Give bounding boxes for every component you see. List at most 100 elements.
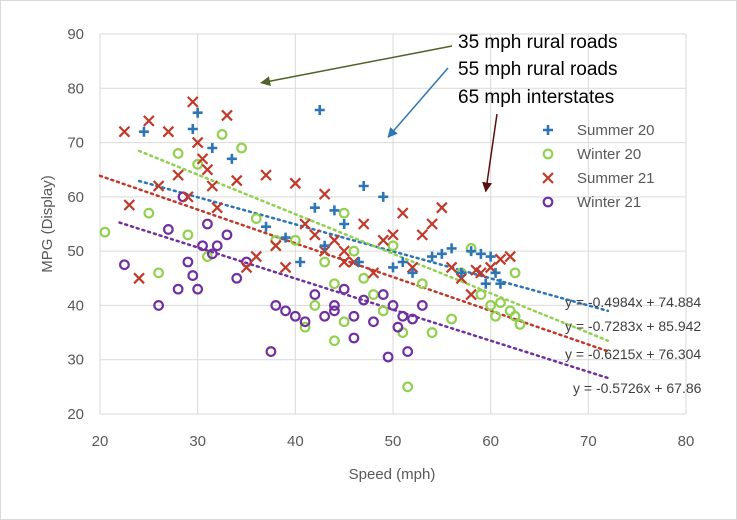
data-point	[402, 346, 414, 357]
data-point	[397, 310, 409, 322]
x-tick-label: 20	[92, 433, 109, 450]
legend: Summer 20 Winter 20 Summer 21 Winter 21	[542, 122, 655, 211]
data-point	[446, 313, 458, 325]
data-point	[211, 240, 223, 252]
data-point	[270, 300, 282, 311]
trendlines	[98, 149, 610, 380]
trendline-equation: y = -0.7283x + 85.942	[565, 318, 701, 334]
x-tick-label: 70	[580, 433, 597, 450]
data-point	[378, 191, 389, 202]
data-point	[207, 143, 218, 153]
legend-label: Winter 21	[577, 194, 641, 211]
data-point	[270, 239, 282, 252]
data-point	[490, 267, 501, 278]
data-point	[339, 219, 350, 229]
data-point	[353, 257, 364, 267]
trendline	[118, 221, 610, 380]
data-point	[182, 256, 194, 268]
data-point	[118, 125, 131, 138]
data-point	[338, 256, 350, 268]
y-tick-label: 40	[67, 297, 84, 314]
y-tick-label: 80	[67, 80, 84, 97]
data-point	[221, 109, 233, 122]
data-point	[250, 250, 263, 263]
data-point	[348, 310, 360, 322]
data-point	[455, 272, 468, 285]
y-axis-title: MPG (Display)	[39, 175, 56, 273]
data-point	[426, 327, 438, 338]
data-point	[309, 300, 321, 311]
data-point	[338, 207, 350, 219]
annotation-arrow	[482, 113, 498, 193]
data-point	[368, 316, 379, 328]
data-point	[172, 169, 184, 181]
data-point	[456, 267, 467, 278]
data-point	[387, 300, 399, 311]
data-point	[387, 240, 399, 252]
data-point	[509, 267, 521, 279]
data-point	[299, 316, 311, 328]
data-point	[387, 229, 399, 241]
data-point	[216, 129, 228, 140]
data-point	[348, 245, 360, 257]
data-point	[299, 321, 311, 333]
legend-label: Summer 20	[577, 122, 655, 139]
data-point	[123, 199, 136, 211]
data-point	[338, 245, 350, 257]
data-point	[230, 174, 243, 187]
data-point	[295, 257, 306, 267]
data-point	[192, 283, 204, 295]
x-tick-label: 80	[678, 433, 695, 450]
data-point	[475, 289, 487, 300]
data-point	[119, 259, 130, 271]
data-point	[182, 191, 194, 203]
data-point	[495, 278, 506, 289]
data-point	[319, 240, 330, 251]
data-point	[357, 218, 370, 230]
data-point	[138, 126, 149, 137]
data-point	[265, 346, 277, 357]
data-point	[368, 289, 379, 300]
x-tick-label: 60	[482, 433, 499, 450]
y-tick-label: 30	[67, 352, 84, 369]
data-point	[445, 261, 458, 274]
data-point	[221, 229, 233, 241]
trendline-equation: y = -0.4984x + 74.884	[565, 294, 701, 310]
data-point	[484, 261, 497, 274]
data-point	[192, 107, 203, 118]
data-point	[191, 136, 204, 149]
annotation-arrow	[260, 45, 453, 87]
x-axis-title: Speed (mph)	[349, 466, 436, 483]
y-tick-label: 70	[67, 135, 84, 152]
data-point	[504, 250, 516, 263]
data-point	[490, 310, 501, 322]
data-point	[407, 267, 418, 278]
data-point	[250, 213, 262, 224]
data-point	[309, 229, 321, 241]
data-points	[99, 96, 526, 393]
legend-label: Winter 20	[577, 146, 641, 163]
data-point	[202, 218, 213, 230]
data-point	[99, 226, 111, 238]
data-point	[162, 224, 174, 235]
data-point	[226, 153, 237, 164]
annotation-text: 35 mph rural roads	[458, 32, 617, 53]
data-point	[397, 257, 408, 267]
data-point	[480, 278, 491, 289]
data-point	[236, 142, 248, 154]
data-point	[261, 221, 272, 232]
data-point	[495, 297, 506, 309]
data-point	[358, 294, 370, 306]
data-point	[143, 207, 155, 219]
data-point	[279, 261, 292, 274]
data-point	[162, 125, 175, 138]
data-point	[407, 313, 418, 325]
data-point	[416, 229, 429, 241]
data-point	[485, 251, 496, 262]
data-point	[509, 310, 521, 322]
data-point	[314, 105, 325, 115]
legend-marker	[542, 196, 554, 208]
data-point	[436, 248, 447, 259]
legend-marker	[542, 172, 554, 184]
y-tick-label: 50	[67, 243, 84, 260]
